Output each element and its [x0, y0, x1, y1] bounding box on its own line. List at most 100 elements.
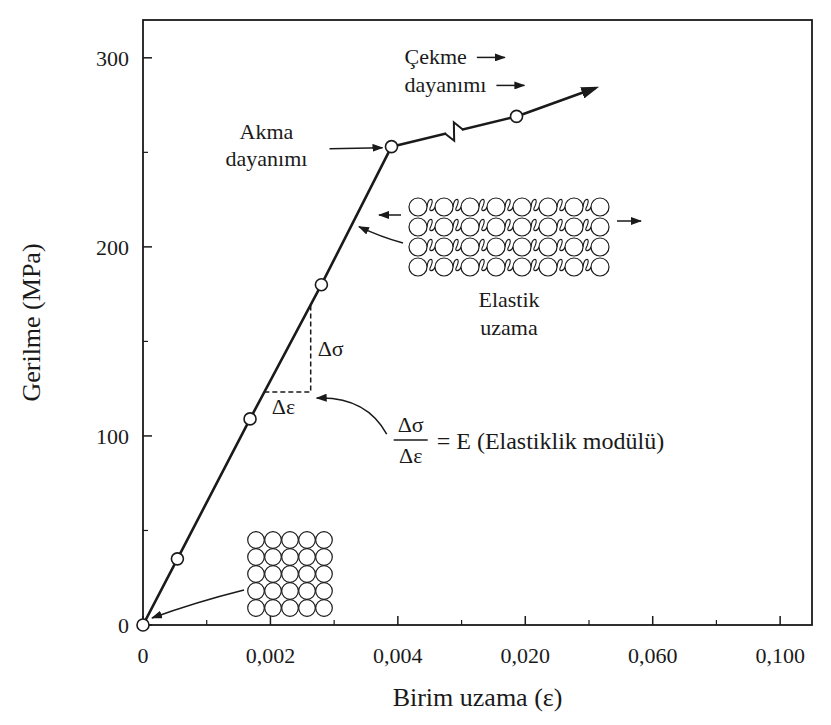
atom — [409, 258, 427, 276]
spring — [427, 259, 435, 270]
delta-strain-label: Δε — [272, 394, 295, 419]
atom — [299, 549, 316, 566]
atom — [265, 532, 282, 549]
tensile-arrow — [496, 85, 524, 87]
x-minor-tick — [461, 620, 462, 625]
atom — [248, 549, 265, 566]
x-tick-label: 0,004 — [373, 643, 423, 668]
stretched-lattice — [409, 198, 609, 276]
y-axis-title: Gerilme (MPa) — [17, 243, 46, 401]
y-tick — [143, 57, 152, 59]
spring — [531, 259, 539, 270]
spring — [531, 239, 539, 250]
annotations: ΔσΔεΔσΔε= E (Elastiklik modülü)Akmadayan… — [152, 44, 664, 618]
spring — [583, 239, 591, 250]
y-tick-label: 200 — [96, 235, 129, 260]
spring — [505, 199, 513, 210]
x-minor-tick — [716, 620, 717, 625]
spring — [505, 239, 513, 250]
spring — [557, 199, 565, 210]
atom — [435, 258, 453, 276]
x-tick — [525, 616, 527, 625]
atom — [282, 532, 299, 549]
x-tick-label: 0,002 — [246, 643, 296, 668]
spring — [453, 219, 461, 230]
atom — [248, 600, 265, 617]
atom — [409, 198, 427, 216]
stress-strain-line — [143, 88, 595, 625]
data-point — [315, 279, 327, 291]
spring — [505, 259, 513, 270]
atom — [591, 258, 609, 276]
x-minor-tick — [206, 620, 207, 625]
yield-arrow — [329, 148, 382, 149]
x-tick — [397, 616, 399, 625]
atom — [435, 198, 453, 216]
formula-arrow — [317, 398, 387, 434]
x-tick-label: 0,020 — [501, 643, 551, 668]
data-point — [385, 141, 397, 153]
atom — [265, 600, 282, 617]
x-axis: 00,0020,0040,0200,0600,100 — [138, 616, 805, 668]
atom — [539, 238, 557, 256]
atom — [282, 600, 299, 617]
x-tick-label: 0,060 — [628, 643, 678, 668]
atom — [435, 238, 453, 256]
data-point — [244, 413, 256, 425]
x-minor-tick — [588, 620, 589, 625]
x-tick — [270, 616, 272, 625]
spring — [583, 199, 591, 210]
y-tick — [143, 435, 152, 437]
atom — [299, 583, 316, 600]
atom — [248, 583, 265, 600]
y-minor-tick — [143, 530, 148, 531]
atom — [282, 583, 299, 600]
plot-frame — [143, 20, 812, 625]
atom — [461, 258, 479, 276]
spring — [453, 239, 461, 250]
spring — [479, 259, 487, 270]
atom — [265, 566, 282, 583]
atom — [316, 600, 333, 617]
spring — [557, 259, 565, 270]
atom — [513, 198, 531, 216]
elastic-label: uzama — [480, 315, 538, 340]
pull-arrow-right — [617, 220, 641, 222]
atom — [248, 532, 265, 549]
atom — [316, 549, 333, 566]
y-minor-tick — [143, 341, 148, 342]
spring — [479, 219, 487, 230]
atom — [282, 566, 299, 583]
atom — [539, 218, 557, 236]
atom — [316, 532, 333, 549]
y-tick — [143, 246, 152, 248]
atom — [409, 238, 427, 256]
tensile-arrow — [477, 57, 505, 59]
x-tick — [779, 616, 781, 625]
atom — [409, 218, 427, 236]
atom — [435, 218, 453, 236]
atom — [591, 218, 609, 236]
axis-break — [445, 122, 462, 140]
spring — [531, 199, 539, 210]
marker-layer — [137, 110, 523, 631]
atom — [539, 198, 557, 216]
atom — [513, 218, 531, 236]
spring — [479, 199, 487, 210]
elastic-label: Elastik — [478, 287, 539, 312]
atom — [591, 238, 609, 256]
atom — [461, 218, 479, 236]
spring — [427, 219, 435, 230]
atom — [565, 198, 583, 216]
atom — [487, 258, 505, 276]
atom — [265, 549, 282, 566]
chart: 00,0020,0040,0200,0600,1000100200300Biri… — [0, 0, 831, 725]
atom — [299, 532, 316, 549]
atom — [591, 198, 609, 216]
formula-denominator: Δε — [399, 443, 422, 468]
unstressed-lattice — [248, 532, 333, 617]
pull-arrow-left — [379, 214, 401, 216]
y-axis: 0100200300 — [96, 46, 152, 638]
formula-numerator: Δσ — [398, 412, 424, 437]
spring — [479, 239, 487, 250]
